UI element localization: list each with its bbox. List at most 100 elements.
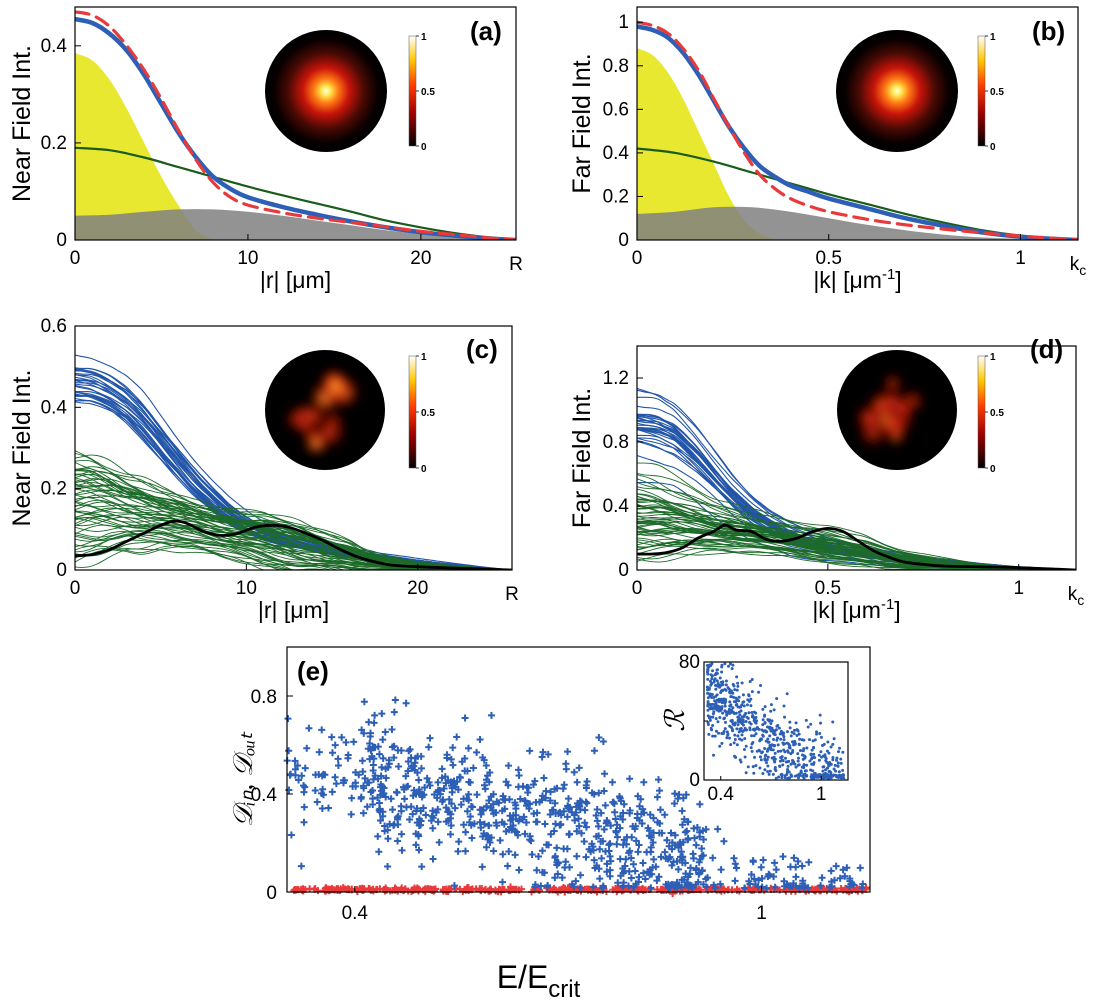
- point-d-in: [625, 849, 633, 857]
- point-d-in: [570, 768, 578, 776]
- inset-point: [749, 697, 753, 701]
- point-d-in: [546, 788, 554, 796]
- inset-point: [744, 771, 748, 775]
- inset-point: [763, 758, 767, 762]
- inset-point: [740, 738, 744, 742]
- inset-point: [750, 677, 754, 681]
- inset-point: [795, 733, 799, 737]
- point-d-in: [402, 772, 410, 780]
- inset-point: [783, 750, 787, 754]
- bundle-curve: [75, 470, 512, 570]
- point-d-in: [434, 778, 442, 786]
- inset-point: [833, 763, 837, 767]
- colorbar-tick-label: 0: [421, 142, 427, 153]
- point-d-in: [531, 777, 539, 785]
- inset-point: [706, 688, 710, 692]
- inset-point: [723, 716, 727, 720]
- inset-point: [782, 738, 786, 742]
- point-d-in: [630, 860, 638, 868]
- point-d-in: [795, 884, 803, 892]
- inset-point: [741, 700, 745, 704]
- point-d-in: [387, 795, 395, 803]
- inset-point: [758, 755, 762, 759]
- inset-point: [815, 732, 819, 736]
- panel-label: (a): [470, 16, 502, 46]
- inset-point: [734, 700, 738, 704]
- point-d-in: [716, 880, 724, 888]
- inset-point: [738, 713, 742, 717]
- point-d-in: [511, 851, 519, 859]
- colorbar-gradient: [977, 35, 986, 147]
- point-d-in: [629, 822, 637, 830]
- point-d-in: [606, 872, 614, 880]
- point-d-out: [445, 885, 453, 893]
- point-d-in: [671, 831, 679, 839]
- inset-point: [728, 708, 732, 712]
- bundle-curve: [637, 462, 1076, 570]
- point-d-in: [676, 840, 684, 848]
- point-d-in: [590, 856, 598, 864]
- inset-point: [752, 771, 756, 775]
- inset-point: [818, 732, 822, 736]
- inset-point: [763, 768, 767, 772]
- inset-point: [811, 739, 815, 743]
- point-d-in: [301, 764, 309, 772]
- inset-point: [782, 735, 786, 739]
- point-d-in: [711, 884, 719, 892]
- point-d-in: [576, 797, 584, 805]
- inset-point: [736, 681, 740, 685]
- inset-point: [734, 703, 738, 707]
- point-d-in: [389, 821, 397, 829]
- bundle-curve: [75, 531, 512, 570]
- point-d-in: [592, 812, 600, 820]
- inset-point: [738, 737, 742, 741]
- inset-point: [776, 749, 780, 753]
- inset-point: [781, 763, 785, 767]
- point-d-in: [512, 811, 520, 819]
- point-d-in: [390, 754, 398, 762]
- point-d-in: [413, 819, 421, 827]
- bundle-curve: [75, 548, 512, 570]
- point-d-in: [841, 872, 849, 880]
- inset-point: [831, 758, 835, 762]
- inset-point: [761, 707, 765, 711]
- point-d-in: [481, 781, 489, 789]
- point-d-in: [394, 746, 402, 754]
- y-axis-label: Far Field Int.: [568, 53, 596, 193]
- point-d-in: [376, 808, 384, 816]
- point-d-in: [678, 807, 686, 815]
- point-d-in: [526, 747, 534, 755]
- inset-point: [718, 676, 722, 680]
- inset-point: [730, 708, 734, 712]
- point-d-in: [440, 784, 448, 792]
- inset-point: [730, 718, 734, 722]
- inset-point: [808, 759, 812, 763]
- axes-frame: [286, 646, 871, 893]
- point-d-in: [452, 783, 460, 791]
- inset-point: [764, 730, 768, 734]
- inset-point: [736, 684, 740, 688]
- x-axis-label: |r| [μm]: [260, 267, 331, 293]
- x-axis-label: |k| [μm-1]: [812, 596, 900, 623]
- point-d-in: [448, 784, 456, 792]
- point-d-in: [504, 862, 512, 870]
- point-d-in: [349, 782, 357, 790]
- inset-point: [796, 752, 800, 756]
- inset-point: [780, 772, 784, 776]
- point-d-in: [394, 837, 402, 845]
- inset-point: [733, 738, 737, 742]
- point-d-in: [445, 795, 453, 803]
- inset-point: [779, 749, 783, 753]
- point-d-in: [596, 845, 604, 853]
- curve-bundle-1: [75, 450, 512, 570]
- point-d-in: [614, 879, 622, 887]
- inset-point: [802, 738, 806, 742]
- point-d-in: [640, 869, 648, 877]
- point-d-in: [559, 785, 567, 793]
- plot-area: [636, 345, 1077, 571]
- point-d-in: [485, 797, 493, 805]
- point-d-in: [457, 801, 465, 809]
- inset-point: [713, 734, 717, 738]
- x-tick-label: 10: [236, 578, 257, 599]
- inset-point: [759, 684, 763, 688]
